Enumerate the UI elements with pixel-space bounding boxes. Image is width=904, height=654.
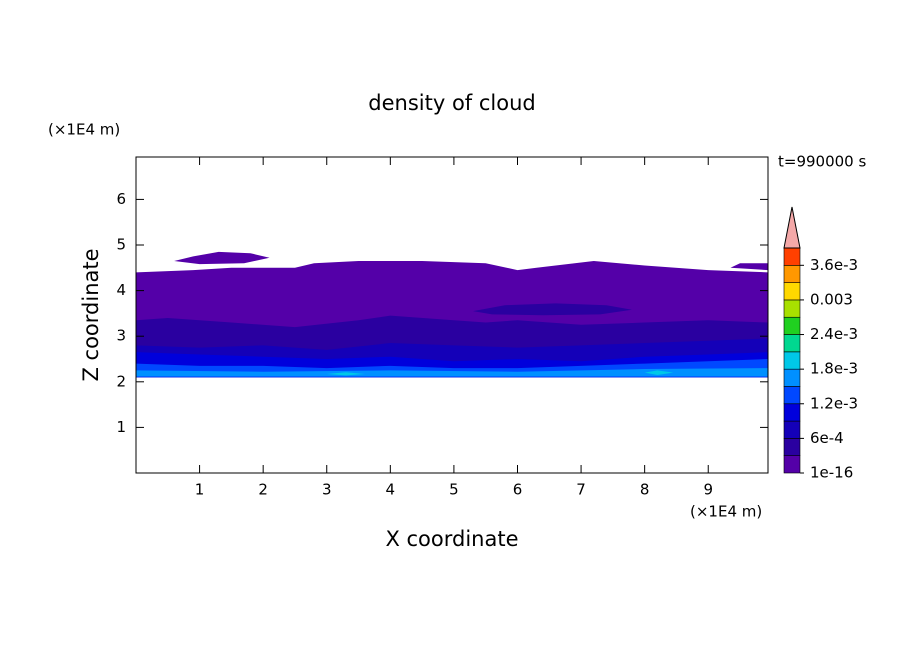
colorbar-band <box>783 334 801 353</box>
colorbar-band <box>783 247 801 266</box>
contour-region <box>730 263 768 271</box>
x-tick-label: 2 <box>258 481 268 499</box>
colorbar-band <box>783 455 801 474</box>
contour-region <box>472 303 632 316</box>
colorbar-band <box>783 438 801 456</box>
contour-region <box>644 370 674 375</box>
x-tick-label: 5 <box>449 481 459 499</box>
colorbar: 1e-16 6e-4 1.2e-3 1.8e-3 2.4e-3 0.003 3.6e-3 <box>783 247 858 482</box>
colorbar-extend <box>783 206 801 249</box>
colorbar-label: 3.6e-3 <box>810 256 858 274</box>
plot-area <box>136 251 768 378</box>
colorbar-band <box>783 265 801 283</box>
y-tick-label: 2 <box>116 372 126 390</box>
x-tick-label: 8 <box>640 481 650 499</box>
y-tick-label: 1 <box>116 418 126 436</box>
colorbar-band <box>783 351 801 370</box>
time-label: t=990000 s <box>778 153 866 171</box>
y-tick-label: 3 <box>116 327 126 345</box>
colorbar-band <box>783 316 801 335</box>
x-tick-label: 9 <box>703 481 713 499</box>
y-tick-label: 4 <box>116 281 126 299</box>
colorbar-band <box>783 368 801 387</box>
x-tick-label: 3 <box>322 481 332 499</box>
y-unit: (×1E4 m) <box>48 121 120 139</box>
y-axis-label: Z coordinate <box>79 248 103 381</box>
x-tick-label: 6 <box>513 481 523 499</box>
colorbar-band <box>783 282 801 301</box>
colorbar-label: 2.4e-3 <box>810 325 858 343</box>
plot-frame <box>135 156 769 474</box>
chart-title: density of cloud <box>368 91 535 115</box>
colorbar-band <box>783 420 801 439</box>
colorbar-band <box>783 386 801 405</box>
colorbar-band <box>783 403 801 422</box>
colorbar-label: 1.2e-3 <box>810 394 858 412</box>
colorbar-band <box>783 299 801 318</box>
colorbar-label: 0.003 <box>810 290 853 308</box>
x-tick-label: 4 <box>386 481 396 499</box>
contour-region <box>326 372 365 376</box>
y-tick-label: 5 <box>116 236 126 254</box>
colorbar-label: 6e-4 <box>810 429 844 447</box>
x-tick-label: 7 <box>576 481 586 499</box>
x-axis-label: X coordinate <box>385 527 518 551</box>
x-tick-label: 1 <box>195 481 205 499</box>
contour-region <box>136 368 768 377</box>
x-unit: (×1E4 m) <box>690 503 762 521</box>
colorbar-label: 1e-16 <box>810 464 853 482</box>
colorbar-label: 1.8e-3 <box>810 360 858 378</box>
contour-region <box>174 251 270 265</box>
y-tick-label: 6 <box>116 190 126 208</box>
